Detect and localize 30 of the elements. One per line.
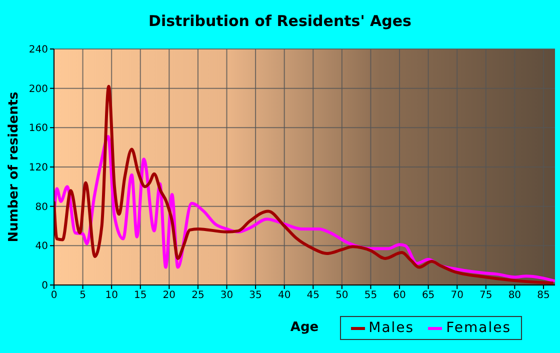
x-tick-label: 5 — [80, 290, 86, 302]
y-tick-label: 160 — [28, 123, 48, 134]
x-tick-label: 60 — [393, 290, 406, 302]
x-tick-label: 25 — [192, 290, 204, 302]
x-tick-label: 80 — [508, 290, 522, 302]
x-tick-label: 10 — [105, 290, 118, 302]
y-tick-label: 240 — [28, 44, 48, 56]
y-axis-title: Number of residents — [6, 92, 22, 242]
legend-label: Males — [368, 320, 414, 336]
x-tick-label: 50 — [336, 290, 348, 302]
x-tick-label: 0 — [50, 290, 58, 302]
x-tick-label: 15 — [134, 290, 147, 302]
x-tick-label: 45 — [306, 290, 320, 302]
legend-label: Females — [446, 320, 511, 336]
x-tick-label: 55 — [364, 290, 378, 302]
x-tick-label: 35 — [249, 290, 262, 302]
x-tick-label: 20 — [162, 290, 176, 302]
x-axis-title: Age — [290, 320, 319, 335]
x-tick-label: 85 — [537, 290, 550, 302]
chart-title: Distribution of Residents' Ages — [148, 12, 412, 30]
y-tick-label: 0 — [42, 280, 48, 292]
y-tick-label: 200 — [28, 84, 48, 95]
y-tick-label: 40 — [35, 241, 48, 252]
x-tick-label: 75 — [480, 290, 492, 302]
x-tick-label: 70 — [450, 290, 464, 302]
x-tick-label: 30 — [220, 290, 234, 302]
x-tick-label: 40 — [278, 290, 291, 302]
x-tick-label: 65 — [422, 290, 435, 302]
y-tick-label: 120 — [28, 162, 48, 174]
y-tick-label: 80 — [35, 202, 48, 213]
